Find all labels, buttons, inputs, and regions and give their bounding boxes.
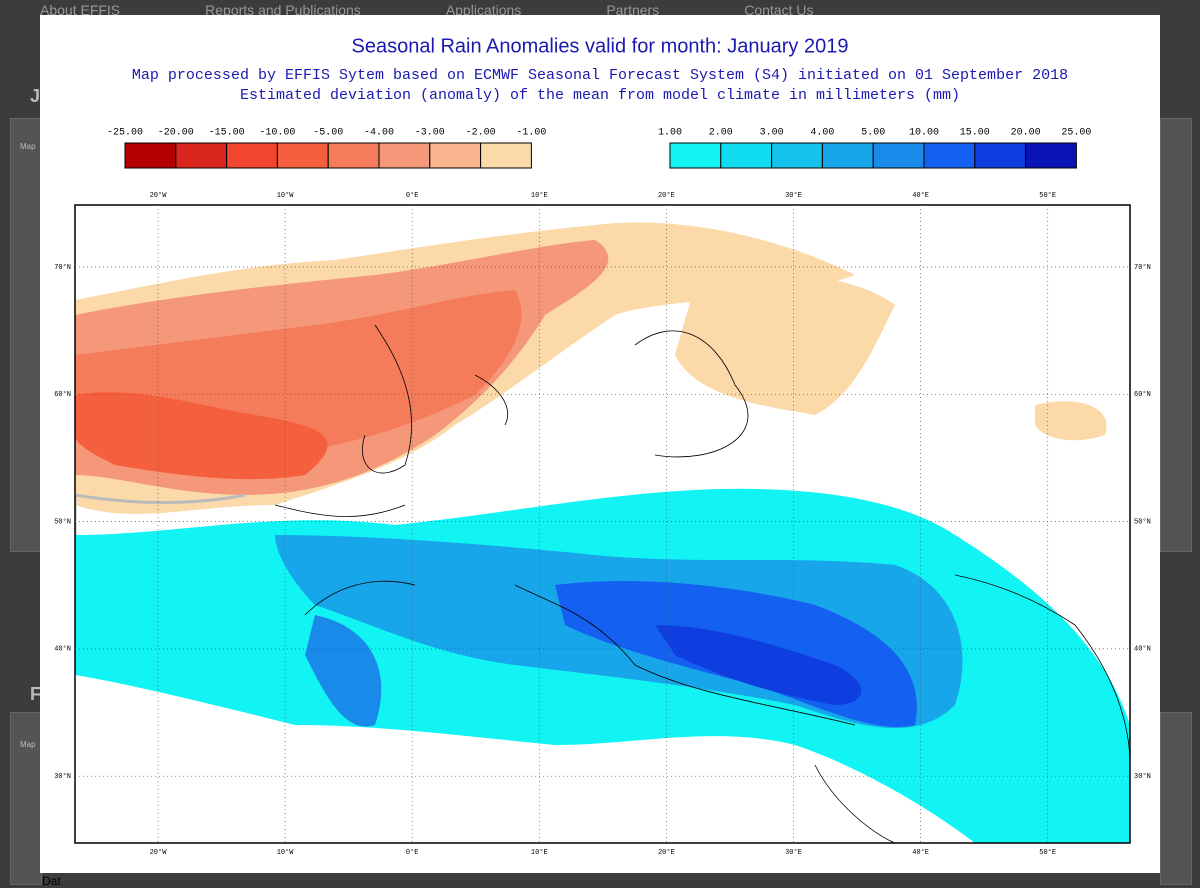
lon-label: 10°E — [531, 191, 548, 200]
lon-label: 30°E — [785, 848, 802, 857]
modal: Seasonal Rain Anomalies valid for month:… — [40, 15, 1160, 873]
legend-label: 20.00 — [1011, 128, 1041, 139]
nav-item: Contact Us — [744, 2, 814, 18]
legend-swatch — [378, 142, 431, 169]
nav-bar: About EFFIS Reports and Publications Appli… — [40, 2, 898, 18]
legend-label: 2.00 — [709, 128, 733, 139]
legend-label: -2.00 — [466, 128, 496, 139]
legend-swatch — [327, 142, 380, 169]
legend-swatch — [821, 142, 874, 169]
lat-label: 60°N — [54, 390, 71, 399]
lat-label: 50°N — [54, 517, 71, 526]
subtitle: Estimated deviation (anomaly) of the mea… — [240, 87, 960, 104]
lat-label: 60°N — [1134, 390, 1151, 399]
lon-label: 20°E — [658, 848, 675, 857]
nav-item: Partners — [606, 2, 660, 18]
lat-label: 40°N — [1134, 645, 1151, 654]
legend-label: 25.00 — [1061, 128, 1091, 139]
bg-card — [10, 712, 42, 885]
lon-label: 10°E — [531, 848, 548, 857]
lon-label: 0°E — [406, 191, 419, 200]
legend-label: -3.00 — [415, 128, 445, 139]
legend-label: -25.00 — [107, 128, 143, 139]
lon-label: 40°E — [912, 191, 929, 200]
legend-label: -20.00 — [158, 128, 194, 139]
lon-label: 50°E — [1039, 191, 1056, 200]
bg-card — [1160, 712, 1192, 885]
bg-letter: F — [30, 684, 41, 704]
legend-swatch — [872, 142, 925, 169]
lat-label: 30°N — [1134, 772, 1151, 781]
legend-swatch — [1025, 142, 1077, 169]
legend-label: -1.00 — [516, 128, 546, 139]
bg-card — [10, 118, 42, 552]
nav-item: About EFFIS — [40, 2, 121, 18]
lat-label: 50°N — [1134, 517, 1151, 526]
map: 20°W 20°W 10°W 10°W 0°E 0°E 10°E 10°E 20°E 20°E 30… — [54, 191, 1151, 857]
bg-card — [1160, 118, 1192, 552]
legend-swatch — [429, 142, 482, 169]
map-frame — [74, 204, 1131, 844]
bg-footer: Dat — [42, 874, 61, 888]
lon-label: 50°E — [1039, 848, 1056, 857]
lon-label: 10°W — [277, 191, 295, 200]
legend-swatch — [974, 142, 1027, 169]
legend-label: 4.00 — [810, 128, 834, 139]
legend-label: 3.00 — [760, 128, 784, 139]
bg-letter: J — [30, 86, 41, 106]
nav-item: Applications — [445, 2, 522, 18]
subtitle: Map processed by EFFIS Sytem based on EC… — [132, 67, 1068, 84]
title: Seasonal Rain Anomalies valid for month:… — [352, 35, 849, 57]
legend-swatch — [923, 142, 976, 169]
legend-label: -15.00 — [209, 128, 245, 139]
legend-swatch — [720, 142, 773, 169]
lon-label: 10°W — [277, 848, 295, 857]
lat-label: 30°N — [54, 772, 71, 781]
legend-swatch — [480, 142, 532, 169]
legend-swatch — [175, 142, 228, 169]
legend-label: 5.00 — [861, 128, 885, 139]
lon-label: 20°W — [150, 848, 168, 857]
legend-label: 15.00 — [960, 128, 990, 139]
legend-swatch — [276, 142, 329, 169]
legend-swatch — [124, 142, 177, 169]
bg-map-tag: Map — [20, 142, 36, 151]
legend-label: -5.00 — [313, 128, 343, 139]
lat-label: 70°N — [1134, 263, 1151, 272]
legend-label: -10.00 — [259, 128, 295, 139]
legend-swatch — [669, 142, 722, 169]
lon-label: 20°E — [658, 191, 675, 200]
lon-label: 40°E — [912, 848, 929, 857]
map-figure: Seasonal Rain Anomalies valid for month:… — [54, 35, 1151, 857]
legend-label: -4.00 — [364, 128, 394, 139]
lon-label: 0°E — [406, 848, 419, 857]
legend-label: 1.00 — [658, 128, 682, 139]
legend-swatch — [771, 142, 823, 169]
legend-label: 10.00 — [909, 128, 939, 139]
legend-swatch — [226, 142, 278, 169]
lat-label: 40°N — [54, 645, 71, 654]
lon-label: 20°W — [150, 191, 168, 200]
lat-label: 70°N — [54, 263, 71, 272]
lon-label: 30°E — [785, 191, 802, 200]
bg-map-tag: Map — [20, 740, 36, 749]
nav-item: Reports and Publications — [205, 2, 361, 18]
